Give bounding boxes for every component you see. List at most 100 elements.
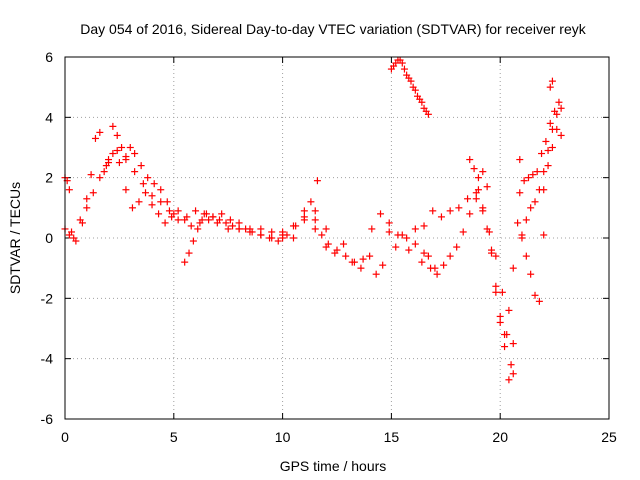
data-point bbox=[407, 77, 415, 85]
data-point bbox=[411, 225, 419, 233]
data-point bbox=[257, 231, 265, 239]
data-point bbox=[144, 174, 152, 182]
data-point bbox=[215, 216, 223, 224]
data-point bbox=[496, 312, 504, 320]
data-point bbox=[520, 177, 528, 185]
data-point bbox=[218, 210, 226, 218]
data-point bbox=[531, 198, 539, 206]
data-point bbox=[300, 216, 308, 224]
y-tick-label: 2 bbox=[45, 170, 53, 186]
data-point bbox=[248, 228, 256, 236]
data-point bbox=[446, 207, 454, 215]
data-point bbox=[289, 234, 297, 242]
data-point bbox=[524, 174, 532, 182]
x-tick-label: 20 bbox=[492, 429, 508, 445]
plot-frame bbox=[64, 56, 610, 420]
data-point bbox=[257, 225, 265, 233]
data-point bbox=[418, 258, 426, 266]
series-track-g bbox=[387, 56, 432, 118]
data-point bbox=[100, 168, 108, 176]
data-point bbox=[174, 216, 182, 224]
data-point bbox=[379, 261, 387, 269]
data-point bbox=[514, 219, 522, 227]
data-point bbox=[115, 159, 123, 167]
data-point bbox=[109, 150, 117, 158]
data-point bbox=[311, 216, 319, 224]
data-point bbox=[505, 376, 513, 384]
data-point bbox=[311, 225, 319, 233]
data-point bbox=[174, 207, 182, 215]
data-point bbox=[527, 270, 535, 278]
data-point bbox=[501, 343, 509, 351]
data-point bbox=[183, 213, 191, 221]
data-point bbox=[437, 213, 445, 221]
point-layer bbox=[61, 56, 565, 384]
data-point bbox=[368, 225, 376, 233]
data-point bbox=[492, 282, 500, 290]
data-point bbox=[372, 270, 380, 278]
data-point bbox=[531, 291, 539, 299]
data-point bbox=[342, 252, 350, 260]
series-track-h bbox=[420, 195, 517, 369]
data-point bbox=[498, 288, 506, 296]
x-axis-label: GPS time / hours bbox=[280, 458, 387, 474]
data-point bbox=[266, 234, 274, 242]
data-point bbox=[300, 207, 308, 215]
data-point bbox=[89, 189, 97, 197]
data-point bbox=[529, 171, 537, 179]
data-point bbox=[283, 231, 291, 239]
data-point bbox=[479, 204, 487, 212]
x-tick-label: 15 bbox=[384, 429, 400, 445]
data-point bbox=[142, 189, 150, 197]
x-tick-label: 25 bbox=[601, 429, 617, 445]
data-point bbox=[139, 180, 147, 188]
data-point bbox=[557, 131, 565, 139]
data-point bbox=[113, 131, 121, 139]
data-point bbox=[466, 210, 474, 218]
data-point bbox=[165, 207, 173, 215]
data-point bbox=[91, 134, 99, 142]
data-point bbox=[118, 144, 126, 151]
data-point bbox=[542, 137, 550, 145]
series-track-e bbox=[279, 207, 439, 278]
data-point bbox=[492, 288, 500, 296]
data-point bbox=[181, 258, 189, 266]
series-track-i bbox=[466, 156, 517, 384]
data-point bbox=[137, 162, 145, 170]
data-point bbox=[479, 168, 487, 176]
data-point bbox=[122, 153, 130, 161]
data-point bbox=[464, 195, 472, 203]
series-track-l bbox=[516, 98, 563, 197]
data-point bbox=[198, 216, 206, 224]
data-point bbox=[148, 192, 156, 200]
data-point bbox=[516, 156, 524, 164]
data-point bbox=[492, 252, 500, 260]
x-tick-label: 0 bbox=[61, 429, 69, 445]
data-point bbox=[459, 228, 467, 236]
data-point bbox=[507, 361, 515, 369]
data-point bbox=[128, 204, 136, 212]
series-track-m bbox=[518, 110, 565, 239]
data-point bbox=[429, 207, 437, 215]
data-point bbox=[433, 270, 441, 278]
data-point bbox=[307, 198, 315, 206]
data-point bbox=[474, 174, 482, 182]
data-point bbox=[161, 219, 169, 227]
data-point bbox=[553, 110, 561, 118]
data-point bbox=[359, 255, 367, 263]
data-point bbox=[392, 243, 400, 251]
data-point bbox=[268, 228, 276, 236]
y-axis-label: SDTVAR / TECUs bbox=[7, 182, 23, 294]
y-tick-label: -4 bbox=[41, 351, 54, 367]
data-point bbox=[411, 86, 419, 94]
data-point bbox=[538, 150, 546, 158]
data-point bbox=[398, 59, 406, 67]
data-point bbox=[83, 195, 91, 203]
data-point bbox=[322, 225, 330, 233]
data-point bbox=[76, 216, 84, 224]
data-point bbox=[420, 222, 428, 230]
data-point bbox=[131, 150, 139, 158]
data-point bbox=[311, 207, 319, 215]
x-tick-label: 5 bbox=[170, 429, 178, 445]
